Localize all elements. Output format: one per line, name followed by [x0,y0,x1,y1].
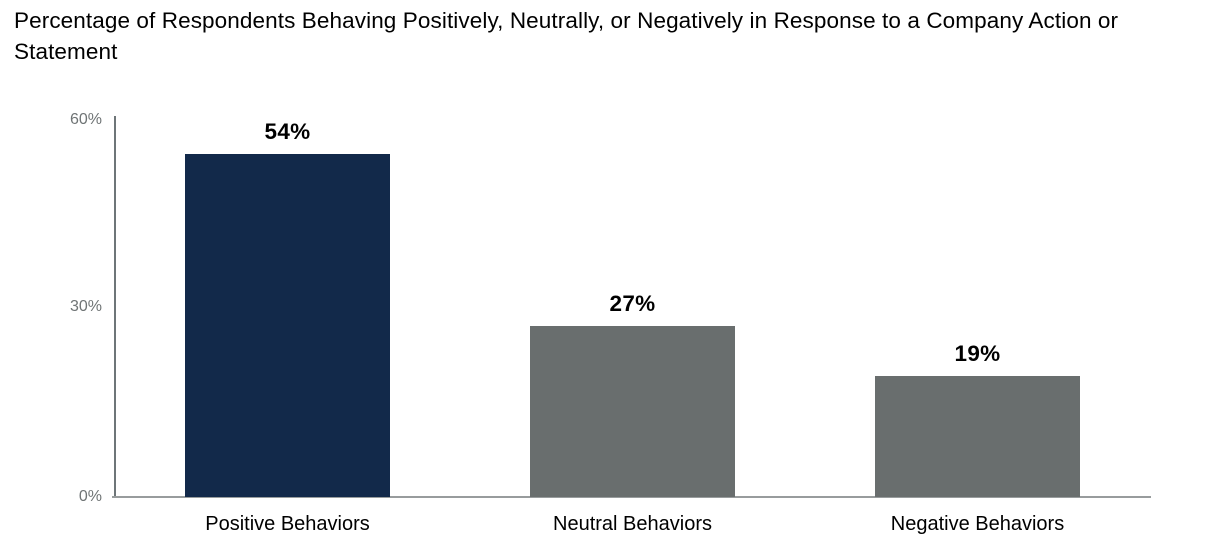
x-axis-label-negative-behaviors: Negative Behaviors [890,513,1065,535]
bar-positive-behaviors [185,154,390,497]
bar-negative-behaviors [875,376,1080,497]
y-axis-line [114,116,116,498]
x-axis-line [112,496,1151,498]
bar-value-label-neutral: 27% [609,290,656,316]
bar-group-positive: 54% [185,116,390,497]
bar-neutral-behaviors [530,325,735,497]
x-axis-label-neutral-behaviors: Neutral Behaviors [553,513,712,535]
chart-title: Percentage of Respondents Behaving Posit… [14,8,1119,64]
bar-value-label-negative: 19% [954,341,1001,367]
plot-area: 54% 27% 19% [115,116,1151,497]
y-axis-tick-60: 60% [69,111,102,128]
bar-group-neutral: 27% [530,116,735,497]
x-axis-label-positive-behaviors: Positive Behaviors [205,513,370,535]
bar-group-negative: 19% [875,116,1080,497]
bar-value-label-positive: 54% [264,119,311,145]
y-axis-tick-30: 30% [69,298,102,315]
y-axis-tick-0: 0% [78,488,102,505]
